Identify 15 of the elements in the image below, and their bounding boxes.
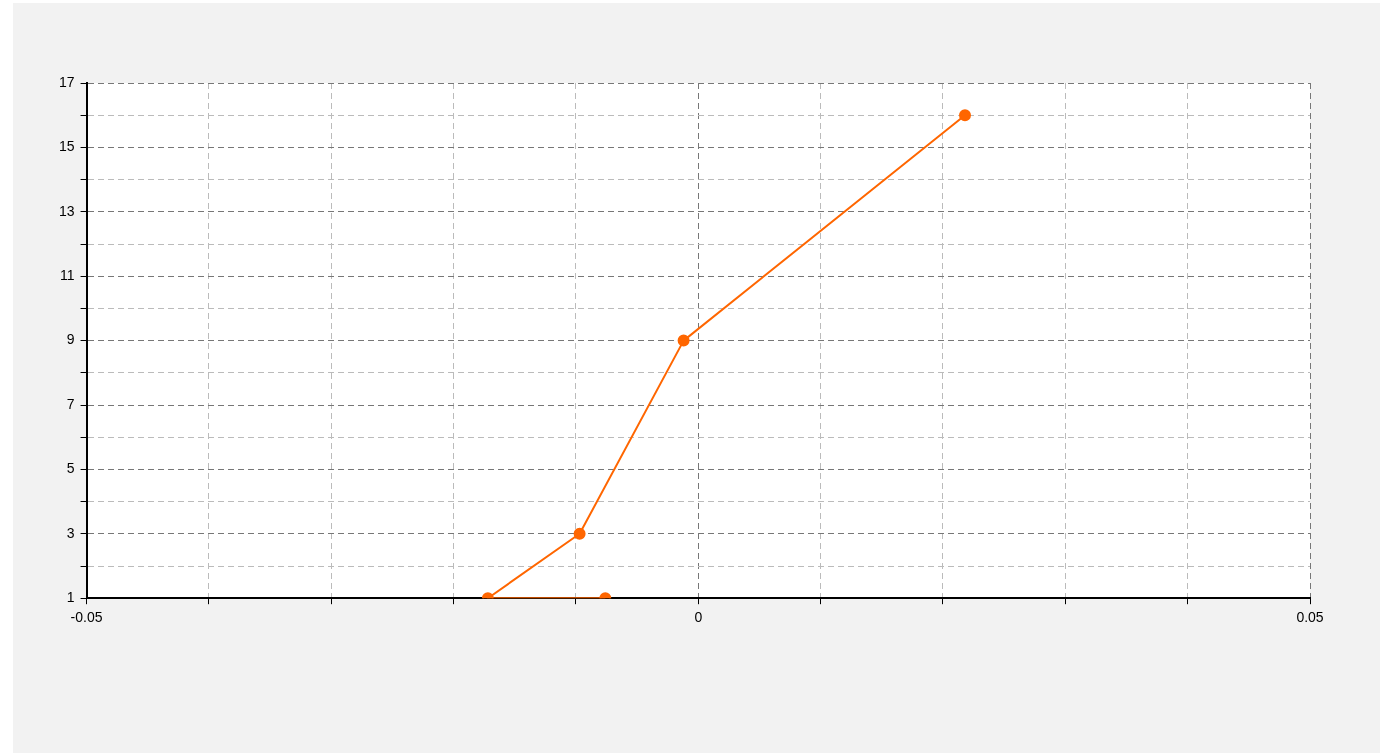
x-tick-label: -0.05 xyxy=(70,609,103,626)
point xyxy=(958,109,971,122)
y-tick-label: 9 xyxy=(66,331,75,348)
y-tick-label: 5 xyxy=(66,460,75,477)
point xyxy=(677,334,690,347)
y-tick-label: 3 xyxy=(66,524,75,541)
y-tick-label: 13 xyxy=(58,202,75,219)
x-tick-label: 0 xyxy=(694,609,703,626)
y-tick-label: 11 xyxy=(60,267,75,284)
y-tick-label: 15 xyxy=(58,138,75,155)
x-tick-label: 0.05 xyxy=(1296,609,1324,626)
y-tick-label: 7 xyxy=(66,395,75,412)
point xyxy=(573,527,586,540)
y-tick-label: 1 xyxy=(66,589,75,606)
y-tick-label: 17 xyxy=(58,73,75,90)
